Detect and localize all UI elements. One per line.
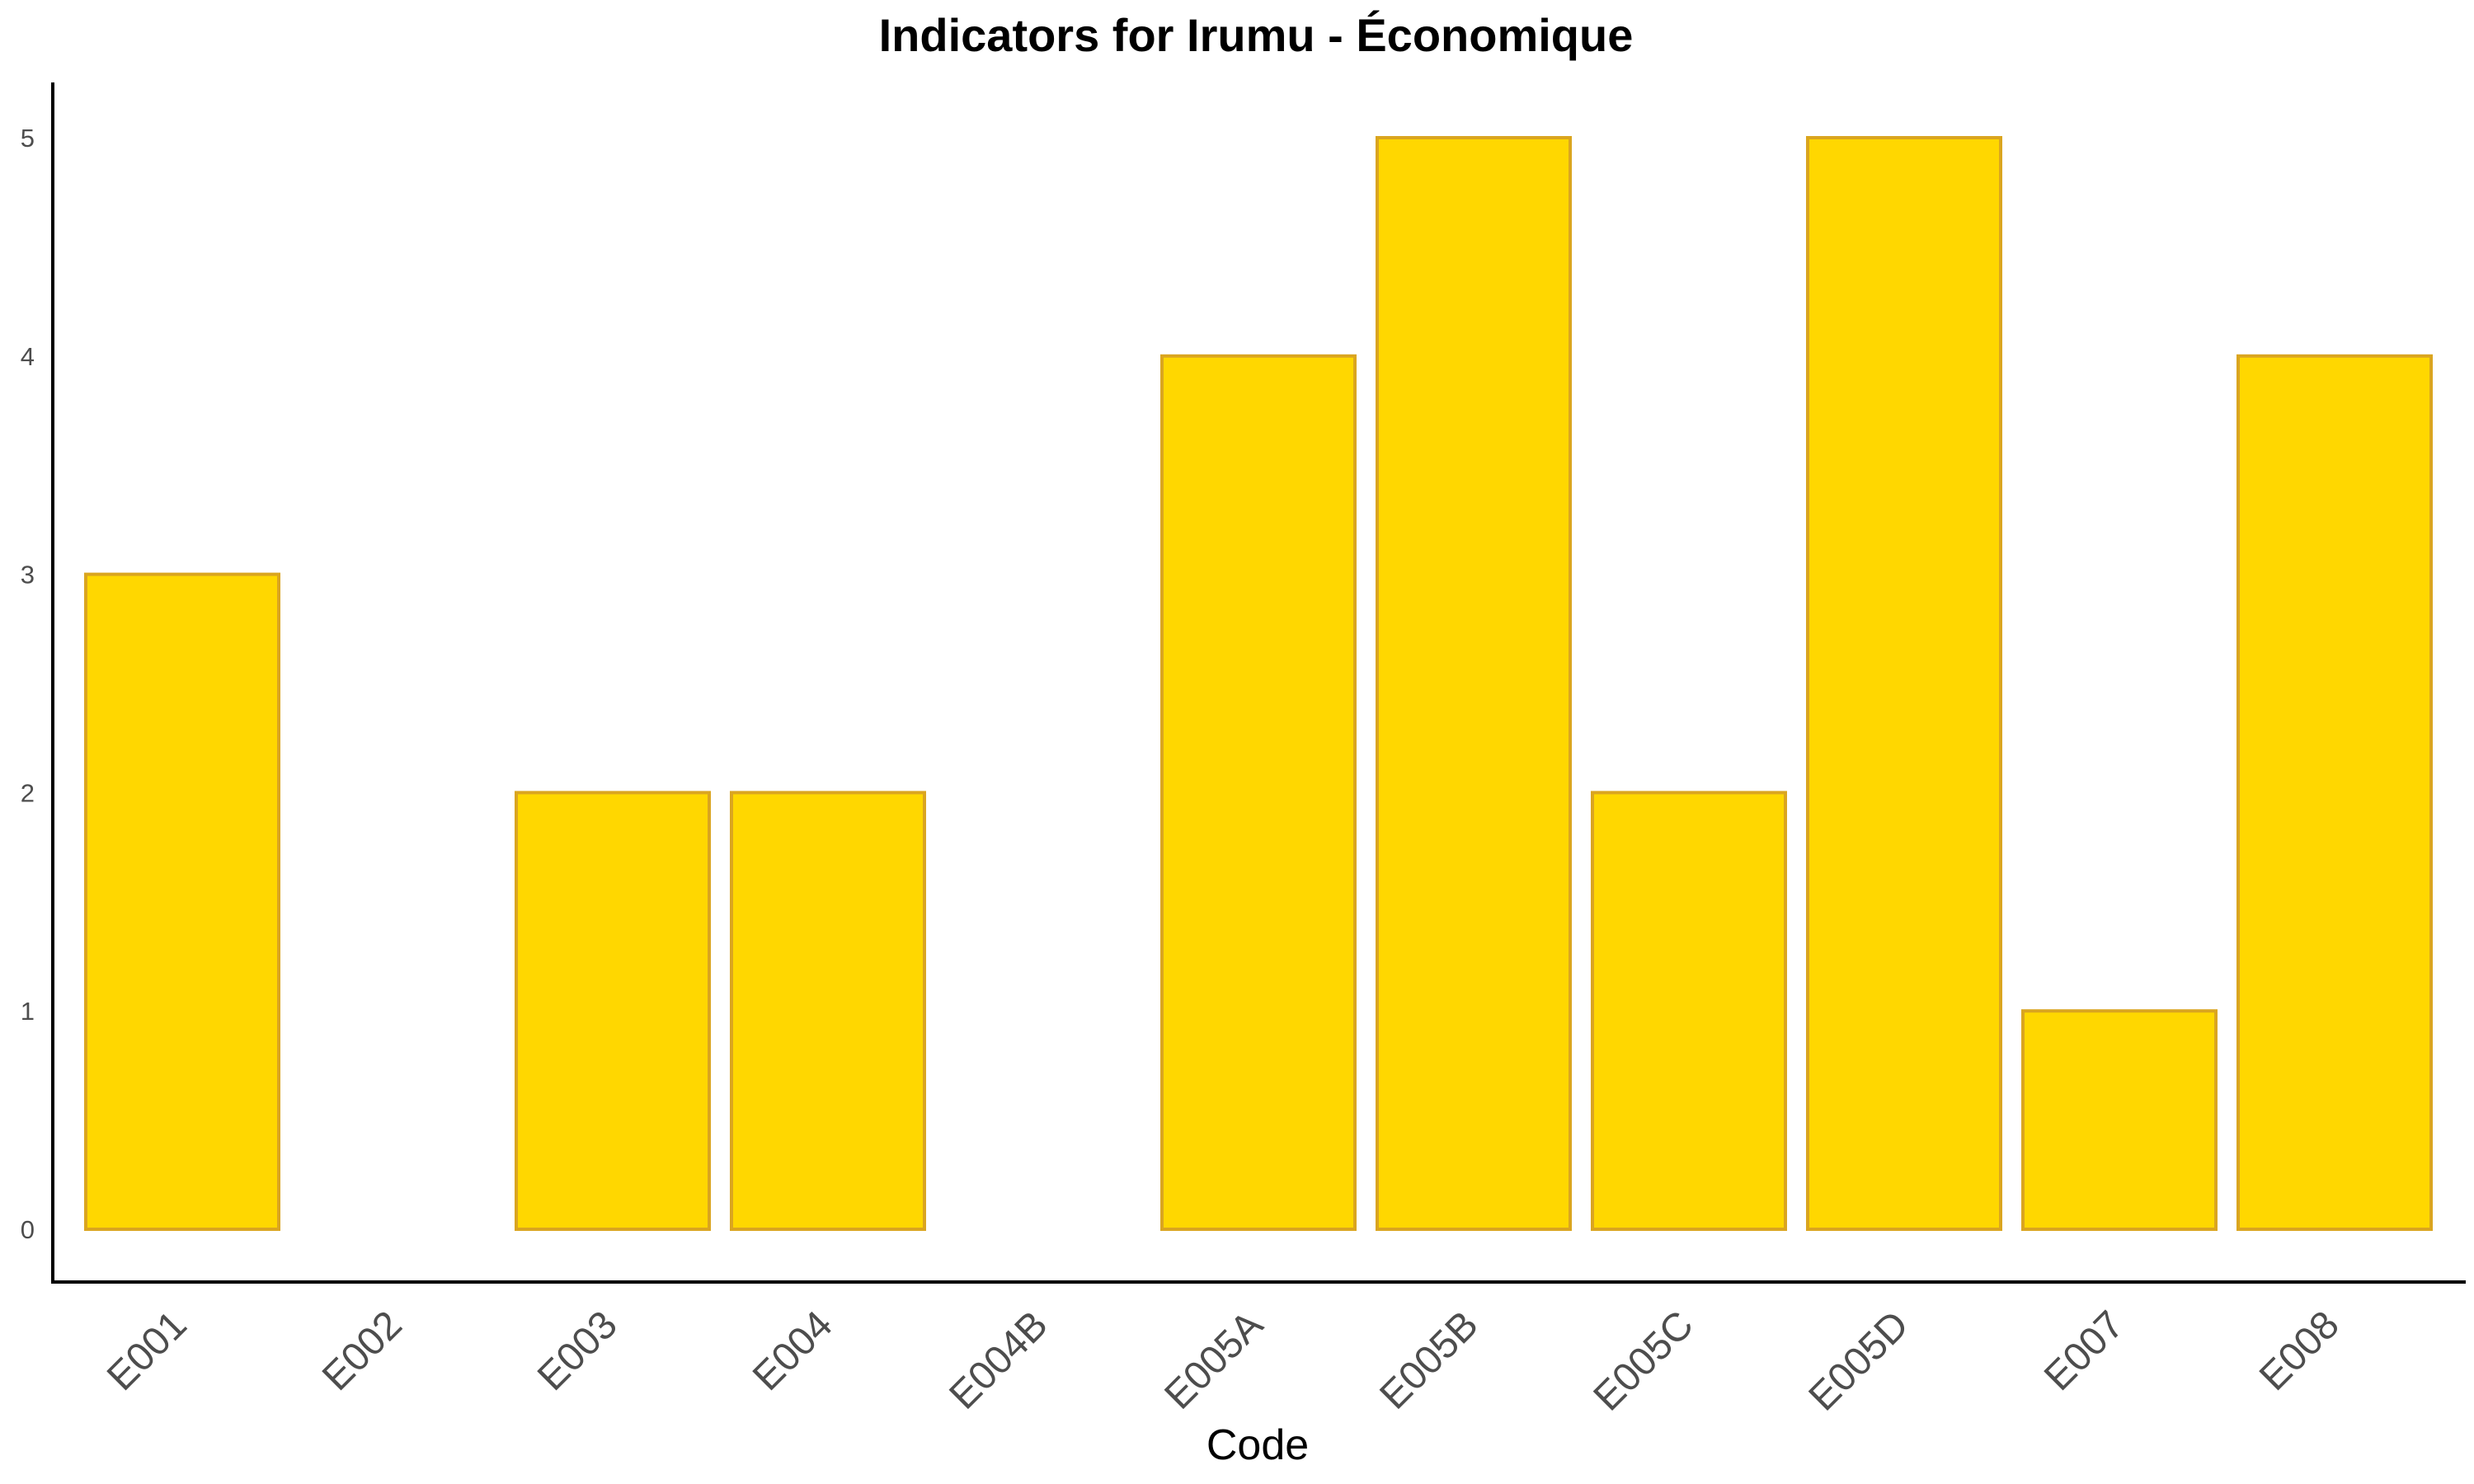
bars-group bbox=[84, 136, 2433, 1231]
x-axis-title: Code bbox=[1206, 1421, 1309, 1469]
y-tick-label-3: 3 bbox=[21, 561, 35, 589]
bar-e005d bbox=[1806, 136, 2002, 1231]
bar-e001 bbox=[84, 572, 280, 1231]
bar-e008 bbox=[2236, 354, 2433, 1231]
y-axis-ticks: 0 1 2 3 4 5 bbox=[21, 124, 35, 1244]
x-axis-ticks: E001 E002 E003 E004 E004B E005A E005B E005C E005… bbox=[99, 1303, 2348, 1419]
x-tick-label-e004: E004 bbox=[745, 1303, 841, 1399]
x-tick-label-e001: E001 bbox=[99, 1303, 195, 1399]
x-tick-label-e008: E008 bbox=[2251, 1303, 2348, 1399]
y-tick-label-2: 2 bbox=[21, 778, 35, 807]
bar-e005c bbox=[1591, 791, 1787, 1231]
x-tick-label-e002: E002 bbox=[314, 1303, 411, 1399]
chart-title: Indicators for Irumu - Économique bbox=[879, 9, 1634, 61]
y-tick-label-4: 4 bbox=[21, 342, 35, 371]
x-tick-label-e005a: E005A bbox=[1156, 1303, 1271, 1417]
y-tick-label-0: 0 bbox=[21, 1215, 35, 1244]
bar-e007 bbox=[2021, 1009, 2218, 1231]
x-tick-label-e005b: E005B bbox=[1371, 1303, 1486, 1417]
x-tick-label-e003: E003 bbox=[529, 1303, 626, 1399]
y-tick-label-5: 5 bbox=[21, 124, 35, 153]
bar-e004 bbox=[730, 791, 926, 1231]
x-tick-label-e007: E007 bbox=[2036, 1303, 2133, 1399]
y-tick-label-1: 1 bbox=[21, 997, 35, 1026]
x-tick-label-e005c: E005C bbox=[1586, 1303, 1702, 1419]
x-tick-label-e004b: E004B bbox=[941, 1303, 1056, 1417]
x-tick-label-e005d: E005D bbox=[1801, 1303, 1917, 1419]
bar-e005a bbox=[1160, 354, 1357, 1231]
bar-e005b bbox=[1376, 136, 1572, 1231]
bar-e003 bbox=[515, 791, 711, 1231]
